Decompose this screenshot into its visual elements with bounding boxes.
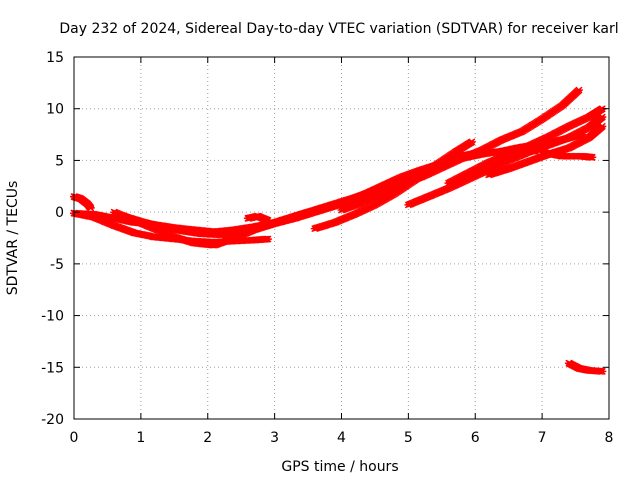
series-track-9 xyxy=(404,113,607,209)
series-track-12 xyxy=(538,148,597,161)
y-tick-label: 15 xyxy=(46,50,64,66)
data-points xyxy=(70,86,607,375)
x-tick-label: 6 xyxy=(471,430,480,446)
series-track-11 xyxy=(484,122,607,179)
y-tick-label: 0 xyxy=(55,205,64,221)
x-axis-label: GPS time / hours xyxy=(281,459,398,475)
axis-ticks xyxy=(73,56,610,420)
y-tick-label: -5 xyxy=(50,257,64,273)
data-point xyxy=(598,113,607,121)
x-tick-label: 2 xyxy=(203,430,212,446)
data-point xyxy=(588,153,597,161)
data-point xyxy=(263,235,272,243)
data-point xyxy=(467,138,476,146)
y-tick-label: -10 xyxy=(41,309,64,325)
series-track-10 xyxy=(444,105,607,187)
x-tick-label: 4 xyxy=(337,430,346,446)
x-tick-label: 1 xyxy=(136,430,145,446)
series-track-8 xyxy=(337,86,583,214)
data-point xyxy=(598,122,607,130)
y-axis-label: SDTVAR / TECUs xyxy=(5,181,21,296)
y-tick-label: 10 xyxy=(46,102,64,118)
y-tick-labels: 15 10 5 0 -5 -10 -15 -20 xyxy=(41,50,64,428)
data-point xyxy=(574,86,583,94)
x-tick-labels: 0 1 2 3 4 5 6 7 8 xyxy=(70,430,614,446)
y-tick-label: -15 xyxy=(41,360,64,376)
series-track-6 xyxy=(243,212,272,224)
series-track-1 xyxy=(70,193,95,212)
x-tick-label: 0 xyxy=(70,430,79,446)
y-tick-label: -20 xyxy=(41,412,64,428)
x-tick-label: 8 xyxy=(605,430,614,446)
data-point xyxy=(263,216,272,224)
data-point xyxy=(86,204,95,212)
chart-title: Day 232 of 2024, Sidereal Day-to-day VTE… xyxy=(59,21,618,37)
x-tick-label: 5 xyxy=(404,430,413,446)
x-tick-label: 7 xyxy=(538,430,547,446)
series-track-13 xyxy=(564,359,607,375)
y-tick-label: 5 xyxy=(55,153,64,169)
x-tick-label: 3 xyxy=(270,430,279,446)
data-point xyxy=(598,367,607,375)
